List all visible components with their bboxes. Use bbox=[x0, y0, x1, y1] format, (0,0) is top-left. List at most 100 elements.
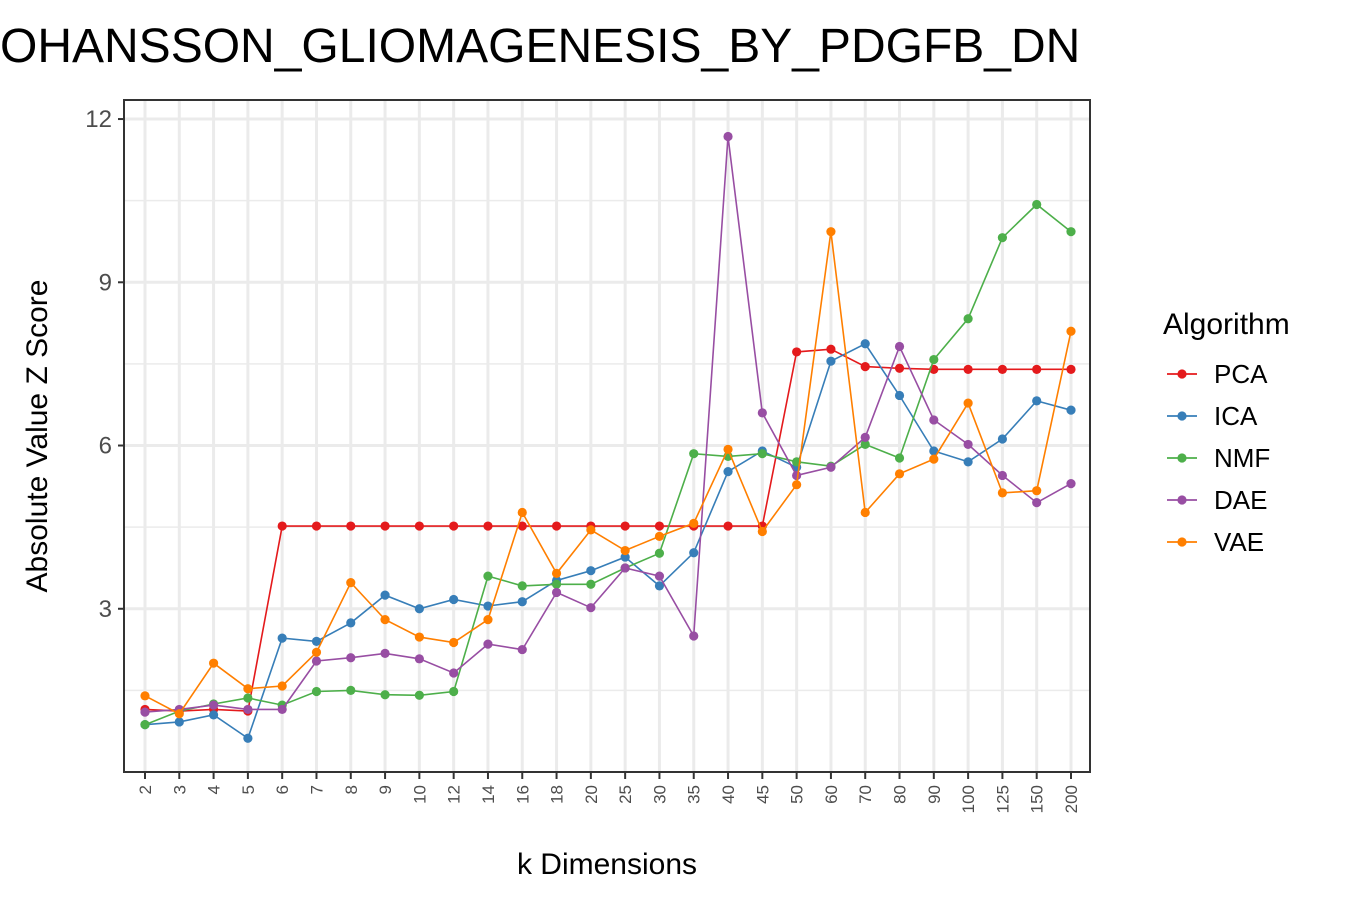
x-axis-ticks: 2 3 4 5 6 7 8 9 10 12 14 16 18 20 25 30 35 40 45 50 60 70 80 90… bbox=[136, 772, 1081, 813]
y-axis-ticks: 3 6 9 12 bbox=[85, 106, 124, 623]
data-point-vae bbox=[1032, 486, 1042, 496]
data-point-pca bbox=[860, 362, 870, 372]
legend-key-point bbox=[1177, 369, 1187, 379]
legend-item-pca: PCA bbox=[1167, 359, 1268, 389]
data-point-ica bbox=[689, 548, 699, 558]
series-line-vae bbox=[144, 231, 1072, 715]
axes bbox=[123, 99, 1091, 773]
data-point-pca bbox=[311, 521, 322, 531]
data-point-vae bbox=[929, 454, 939, 464]
data-point-pca bbox=[723, 521, 733, 531]
data-point-pca bbox=[1066, 364, 1076, 374]
data-point-ica bbox=[277, 633, 287, 643]
data-point-vae bbox=[1066, 326, 1076, 336]
plot-background bbox=[124, 100, 1090, 772]
data-point-nmf bbox=[346, 685, 356, 695]
x-tick-label: 20 bbox=[582, 785, 601, 804]
x-tick-label: 12 bbox=[445, 785, 464, 804]
x-tick-label: 9 bbox=[376, 785, 395, 794]
data-point-pca bbox=[654, 521, 665, 531]
data-point-pca bbox=[894, 363, 905, 373]
x-tick-label: 90 bbox=[925, 785, 944, 804]
data-point-dae bbox=[586, 603, 596, 613]
data-point-vae bbox=[757, 526, 767, 537]
data-point-dae bbox=[723, 131, 733, 142]
data-point-dae bbox=[311, 656, 322, 666]
x-tick-label: 5 bbox=[239, 785, 258, 794]
data-point-ica bbox=[586, 566, 596, 576]
data-point-ica bbox=[929, 446, 939, 456]
x-tick-label: 60 bbox=[822, 785, 841, 804]
data-point-dae bbox=[277, 704, 287, 715]
legend-label: ICA bbox=[1214, 401, 1258, 431]
data-point-vae bbox=[449, 637, 459, 648]
data-point-dae bbox=[757, 408, 767, 418]
x-tick-label: 10 bbox=[410, 785, 429, 804]
data-point-vae bbox=[620, 545, 630, 556]
data-point-nmf bbox=[586, 579, 596, 589]
data-point-vae bbox=[586, 525, 596, 535]
data-point-vae bbox=[551, 568, 562, 578]
data-point-nmf bbox=[1032, 199, 1042, 210]
legend-label: DAE bbox=[1214, 485, 1267, 515]
data-point-pca bbox=[380, 521, 390, 531]
data-point-vae bbox=[792, 480, 802, 490]
data-point-nmf bbox=[311, 686, 322, 697]
x-tick-label: 6 bbox=[273, 785, 292, 794]
x-tick-label: 4 bbox=[205, 785, 224, 794]
data-point-ica bbox=[963, 457, 973, 467]
data-point-ica bbox=[449, 594, 459, 605]
data-point-vae bbox=[140, 691, 150, 701]
data-point-nmf bbox=[449, 686, 459, 697]
x-tick-label: 18 bbox=[548, 785, 567, 804]
data-point-vae bbox=[826, 227, 836, 237]
x-tick-label: 150 bbox=[1028, 785, 1047, 813]
data-point-dae bbox=[551, 587, 562, 598]
data-point-nmf bbox=[860, 439, 870, 450]
x-tick-label: 16 bbox=[513, 785, 532, 804]
data-point-pca bbox=[346, 521, 356, 531]
data-point-dae bbox=[997, 470, 1008, 481]
data-point-ica bbox=[483, 601, 493, 611]
data-point-nmf bbox=[483, 571, 493, 581]
data-point-nmf bbox=[929, 354, 939, 365]
data-point-dae bbox=[243, 704, 253, 715]
x-tick-label: 35 bbox=[685, 785, 704, 804]
data-point-dae bbox=[380, 648, 390, 658]
data-point-dae bbox=[449, 668, 459, 678]
x-tick-label: 25 bbox=[616, 785, 635, 804]
data-point-nmf bbox=[140, 720, 150, 730]
y-tick-label: 9 bbox=[99, 269, 112, 296]
legend-title: Algorithm bbox=[1163, 308, 1290, 341]
series-line-pca bbox=[144, 348, 1071, 712]
legend-label: NMF bbox=[1214, 443, 1270, 473]
data-point-ica bbox=[243, 733, 253, 743]
data-point-nmf bbox=[894, 453, 905, 463]
data-point-ica bbox=[380, 590, 390, 600]
legend-item-vae: VAE bbox=[1167, 527, 1264, 557]
data-point-dae bbox=[826, 462, 836, 472]
data-point-ica bbox=[174, 717, 184, 727]
data-point-vae bbox=[311, 647, 322, 657]
data-point-nmf bbox=[654, 548, 665, 558]
x-tick-label: 45 bbox=[753, 785, 772, 804]
data-point-ica bbox=[997, 434, 1008, 444]
data-point-pca bbox=[792, 347, 802, 357]
series-vae bbox=[140, 227, 1076, 719]
legend-item-nmf: NMF bbox=[1167, 443, 1270, 473]
data-point-pca bbox=[826, 344, 836, 354]
data-point-dae bbox=[620, 563, 630, 573]
legend-key-point bbox=[1177, 411, 1187, 421]
legend-key-point bbox=[1177, 537, 1187, 547]
data-point-nmf bbox=[551, 579, 562, 589]
data-point-vae bbox=[243, 684, 253, 694]
series-dae bbox=[140, 131, 1076, 717]
x-tick-label: 80 bbox=[891, 785, 910, 804]
data-point-pca bbox=[414, 521, 424, 531]
data-point-ica bbox=[1032, 396, 1042, 406]
series-line-ica bbox=[144, 342, 1072, 740]
series-line-dae bbox=[144, 136, 1072, 713]
data-point-ica bbox=[1066, 405, 1076, 415]
legend-item-dae: DAE bbox=[1167, 485, 1267, 515]
